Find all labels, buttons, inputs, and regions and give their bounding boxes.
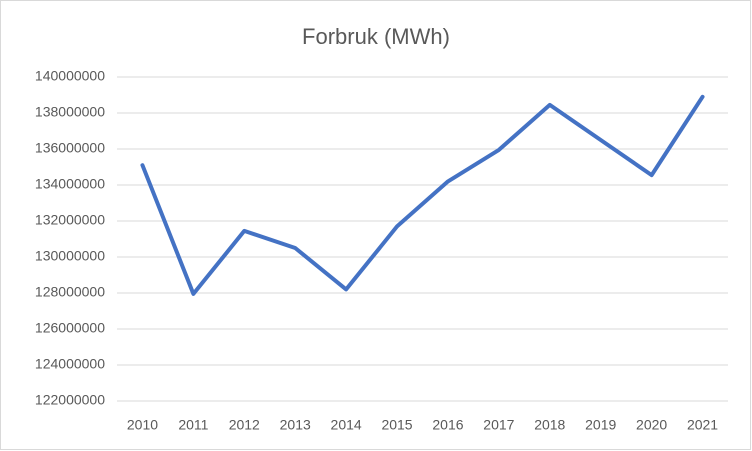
x-tick-label: 2017 [483, 417, 514, 433]
x-tick-label: 2014 [331, 417, 362, 433]
y-tick-label: 128000000 [35, 284, 105, 300]
chart-title: Forbruk (MWh) [302, 24, 450, 49]
y-tick-label: 134000000 [35, 176, 105, 192]
y-tick-label: 130000000 [35, 248, 105, 264]
y-tick-label: 140000000 [35, 68, 105, 84]
x-tick-label: 2018 [534, 417, 565, 433]
y-tick-label: 126000000 [35, 320, 105, 336]
x-tick-label: 2019 [585, 417, 616, 433]
y-tick-label: 138000000 [35, 104, 105, 120]
y-tick-label: 132000000 [35, 212, 105, 228]
x-tick-label: 2010 [127, 417, 158, 433]
x-tick-label: 2016 [432, 417, 463, 433]
x-tick-label: 2021 [687, 417, 718, 433]
x-tick-label: 2012 [229, 417, 260, 433]
y-tick-label: 124000000 [35, 356, 105, 372]
y-tick-label: 122000000 [35, 392, 105, 408]
x-tick-label: 2020 [636, 417, 667, 433]
x-tick-label: 2015 [381, 417, 412, 433]
x-tick-label: 2013 [280, 417, 311, 433]
x-tick-label: 2011 [178, 417, 208, 433]
data-line [140, 94, 705, 296]
y-tick-label: 136000000 [35, 140, 105, 156]
